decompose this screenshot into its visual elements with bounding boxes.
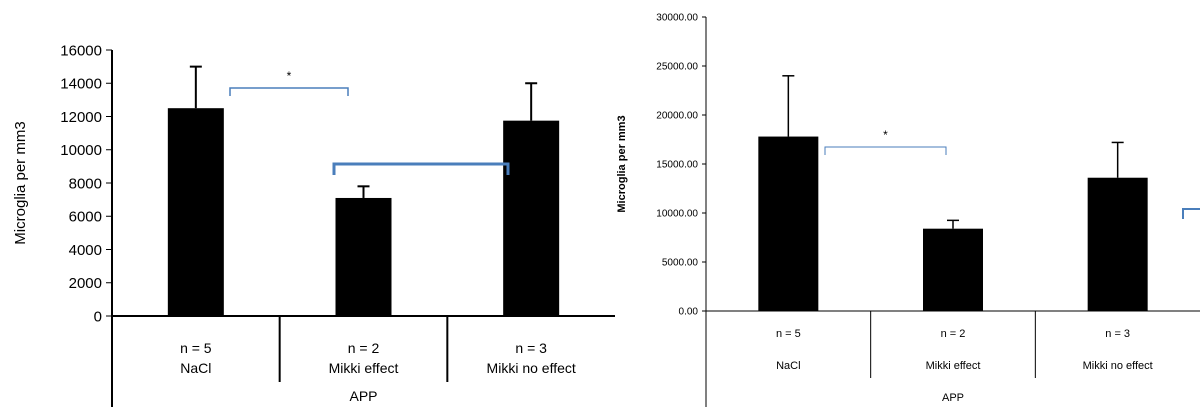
category-label: NaCl xyxy=(776,360,800,372)
y-tick-label: 10000 xyxy=(60,142,102,159)
n-label: n = 2 xyxy=(348,340,380,356)
y-tick-label: 6000 xyxy=(69,209,102,226)
y-tick-label: 15000.00 xyxy=(656,160,698,171)
n-label: n = 3 xyxy=(515,340,547,356)
bar xyxy=(167,108,224,316)
y-tick-label: 8000 xyxy=(69,175,102,192)
bar xyxy=(503,120,560,316)
y-tick-label: 4000 xyxy=(69,242,102,259)
category-label: NaCl xyxy=(180,360,211,376)
y-tick-label: 20000.00 xyxy=(656,111,698,122)
n-label: n = 5 xyxy=(776,328,801,340)
significance-star: * xyxy=(883,128,888,142)
category-label: Mikki effect xyxy=(926,360,981,372)
y-tick-label: 25000.00 xyxy=(656,62,698,73)
category-label: Mikki effect xyxy=(329,360,399,376)
group-label: APP xyxy=(942,392,964,404)
y-tick-label: 5000.00 xyxy=(662,258,699,269)
y-axis-title: Microglia per mm3 xyxy=(616,115,628,212)
chart-left: 0 2000 4000 6000 8000 10000 12000 14000 16000 Mic… xyxy=(12,42,615,407)
significance-bracket xyxy=(229,87,349,96)
y-tick-label: 0 xyxy=(94,308,102,325)
significance-bracket xyxy=(332,162,510,175)
y-tick-label: 0.00 xyxy=(679,307,699,318)
n-label: n = 5 xyxy=(180,340,212,356)
significance-bracket xyxy=(824,146,947,155)
bar xyxy=(923,228,983,311)
y-tick-label: 16000 xyxy=(60,42,102,59)
chart-right: 0.00 5000.00 10000.00 15000.00 20000.00 25000… xyxy=(616,13,1200,407)
category-label: Mikki no effect xyxy=(1083,360,1153,372)
n-label: n = 3 xyxy=(1105,328,1130,340)
y-tick-label: 30000.00 xyxy=(656,13,698,24)
bar xyxy=(758,136,819,311)
n-label: n = 2 xyxy=(941,328,966,340)
y-tick-label: 10000.00 xyxy=(656,209,698,220)
category-label: Mikki no effect xyxy=(487,360,576,376)
y-tick-label: 12000 xyxy=(60,109,102,126)
bar xyxy=(1087,177,1148,311)
y-axis-title: Microglia per mm3 xyxy=(12,121,29,244)
significance-star: * xyxy=(287,69,292,83)
bar xyxy=(335,197,392,316)
group-label: APP xyxy=(349,388,377,404)
significance-bracket-partial xyxy=(1182,208,1200,219)
y-tick-label: 14000 xyxy=(60,76,102,93)
y-tick-label: 2000 xyxy=(69,275,102,292)
